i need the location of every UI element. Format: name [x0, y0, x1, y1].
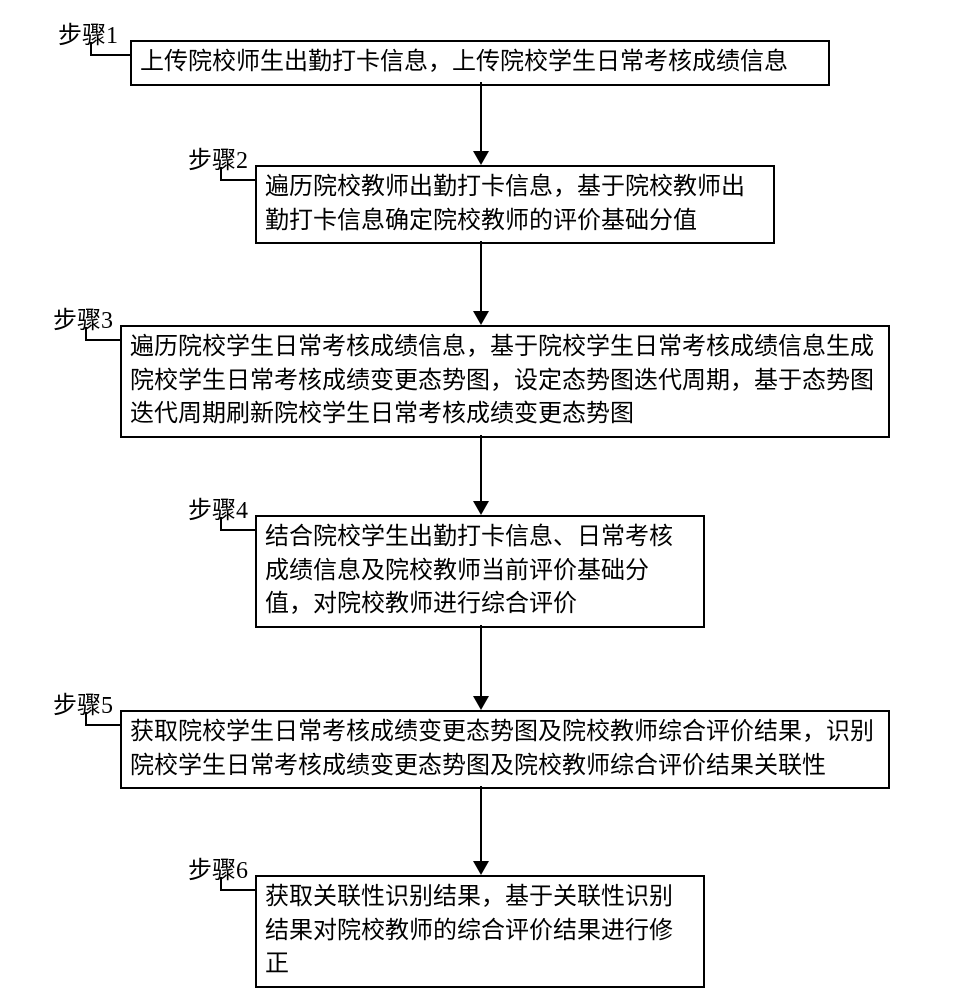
- arrow-line-1: [480, 82, 482, 153]
- arrow-line-3: [480, 435, 482, 503]
- arrow-head-3: [473, 501, 489, 515]
- label-connector-1: [90, 42, 130, 56]
- arrow-head-5: [473, 861, 489, 875]
- step-box-4: 结合院校学生出勤打卡信息、日常考核成绩信息及院校教师当前评价基础分值，对院校教师…: [255, 515, 705, 628]
- step-box-6: 获取关联性识别结果，基于关联性识别结果对院校教师的综合评价结果进行修正: [255, 875, 705, 988]
- arrow-line-2: [480, 241, 482, 313]
- arrow-line-5: [480, 786, 482, 863]
- label-connector-4: [220, 517, 255, 531]
- label-connector-3: [85, 327, 120, 341]
- label-connector-2: [220, 167, 255, 181]
- arrow-head-2: [473, 311, 489, 325]
- label-connector-6: [220, 877, 255, 891]
- step-box-3: 遍历院校学生日常考核成绩信息，基于院校学生日常考核成绩信息生成院校学生日常考核成…: [120, 325, 890, 438]
- arrow-head-1: [473, 151, 489, 165]
- step-box-5: 获取院校学生日常考核成绩变更态势图及院校教师综合评价结果，识别院校学生日常考核成…: [120, 710, 890, 789]
- step-box-2: 遍历院校教师出勤打卡信息，基于院校教师出勤打卡信息确定院校教师的评价基础分值: [255, 165, 775, 244]
- arrow-head-4: [473, 696, 489, 710]
- step-box-1: 上传院校师生出勤打卡信息，上传院校学生日常考核成绩信息: [130, 40, 830, 86]
- label-connector-5: [85, 712, 120, 726]
- arrow-line-4: [480, 625, 482, 698]
